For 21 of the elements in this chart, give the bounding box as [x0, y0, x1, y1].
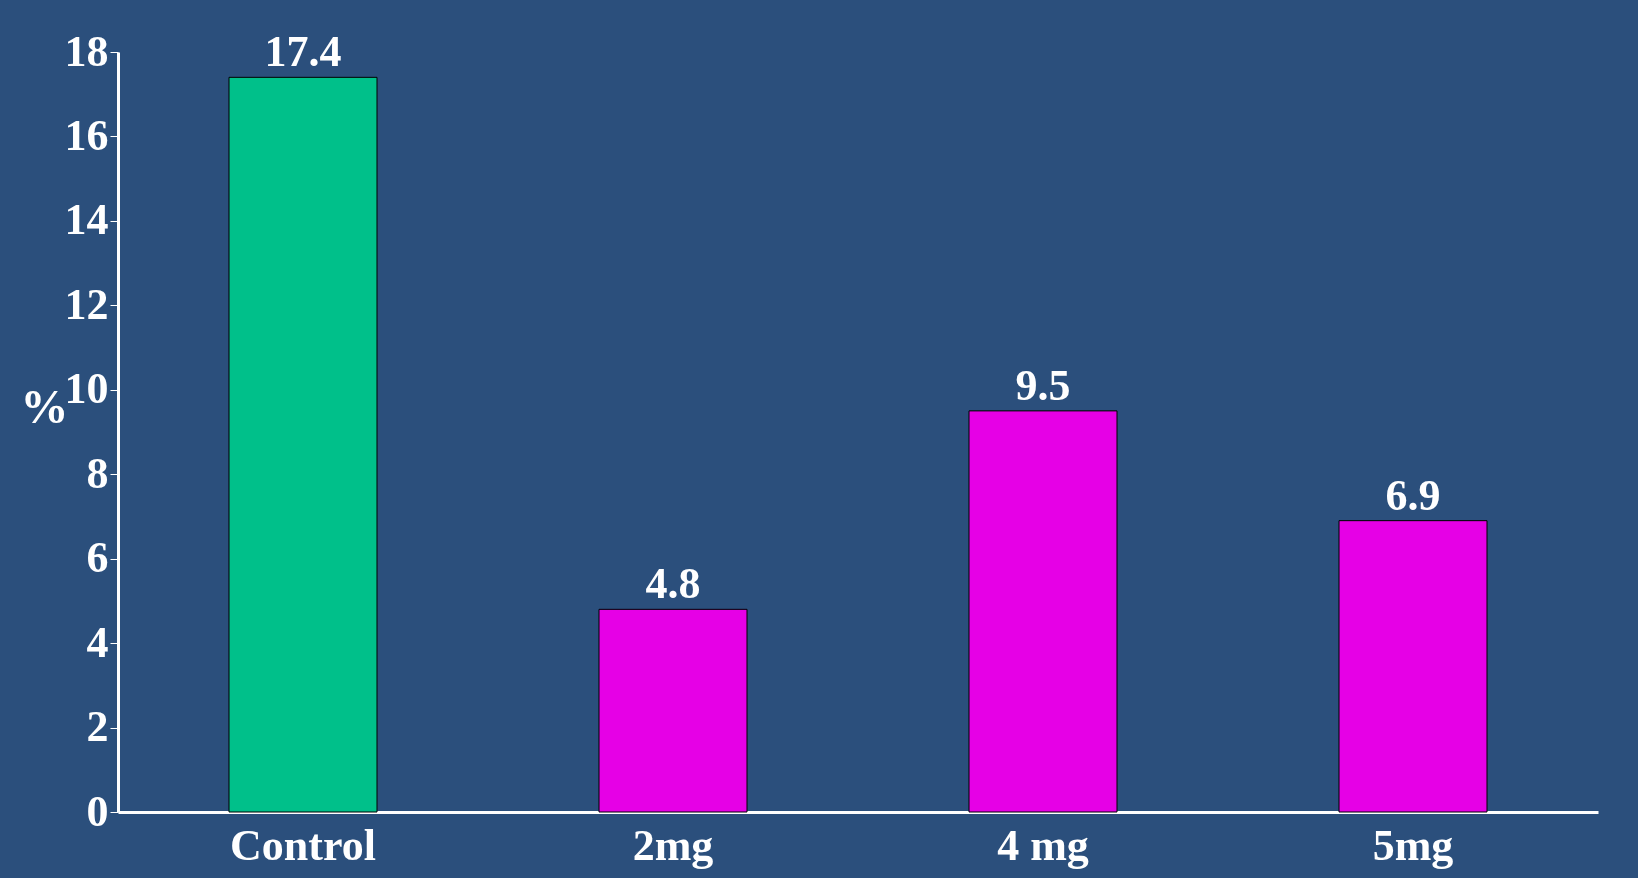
y-tick-label: 18: [64, 26, 109, 76]
y-tick-label: 14: [64, 195, 109, 245]
x-tick-label: 2mg: [632, 820, 714, 870]
y-tick-label: 12: [64, 279, 109, 329]
bar: [1338, 520, 1488, 813]
x-tick-label: Control: [230, 820, 376, 870]
data-label: 4.8: [645, 559, 701, 609]
bar: [968, 410, 1118, 813]
bar: [228, 76, 378, 813]
x-tick-label: 4 mg: [997, 820, 1089, 870]
data-label: 17.4: [264, 27, 342, 77]
y-tick-label: 4: [86, 617, 109, 667]
y-tick-label: 6: [86, 533, 109, 583]
y-tick-label: 0: [86, 786, 109, 836]
y-tick-label: 8: [86, 448, 109, 498]
data-label: 6.9: [1385, 470, 1441, 520]
data-label: 9.5: [1015, 360, 1071, 410]
bar: [598, 608, 748, 813]
x-tick-label: 5mg: [1372, 820, 1454, 870]
y-tick-label: 2: [86, 702, 109, 752]
y-tick-label: 16: [64, 110, 109, 160]
